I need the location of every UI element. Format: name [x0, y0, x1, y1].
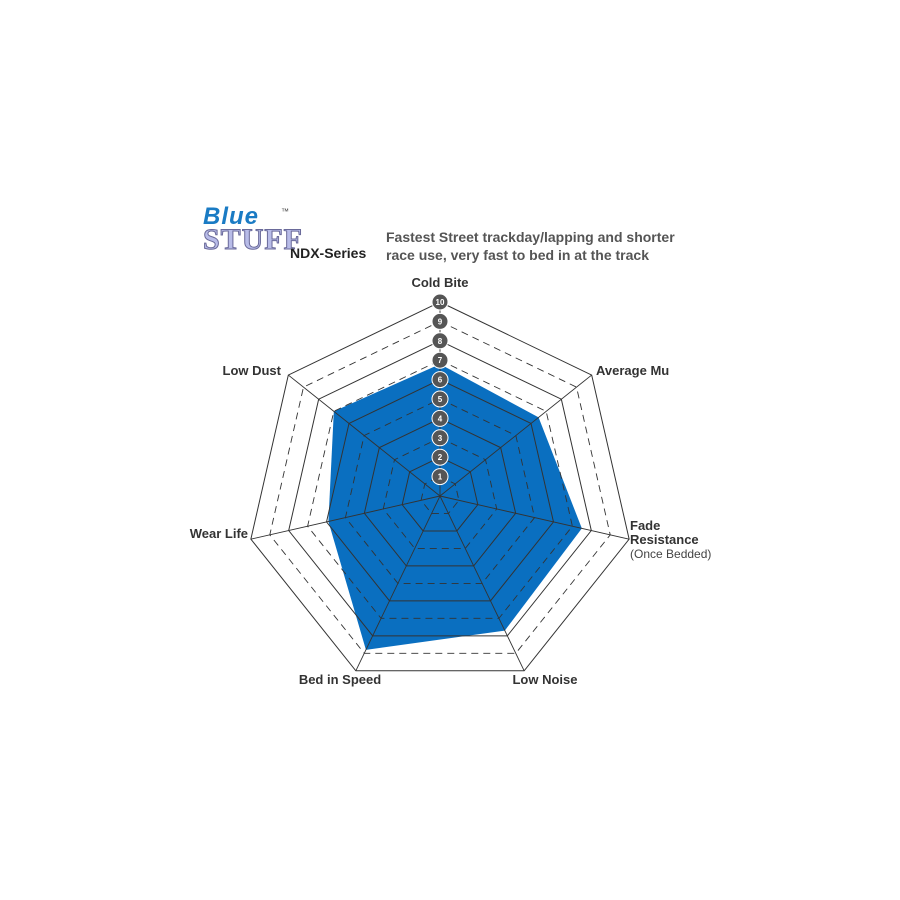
- axis-spoke: [439, 374, 592, 497]
- tick-badge: [431, 390, 449, 408]
- tick-badge: [431, 409, 449, 427]
- axis-label: Low Dust: [223, 363, 282, 378]
- axis-label: Bed in Speed: [299, 672, 381, 687]
- tick-badge: [431, 312, 449, 330]
- tick-label: 4: [438, 414, 443, 423]
- tick-label: 9: [438, 317, 443, 326]
- grid-ring-8: [288, 340, 592, 637]
- description: Fastest Street trackday/lapping and shor…: [386, 229, 675, 263]
- tick-label: 5: [438, 395, 443, 404]
- grid-ring-2: [401, 456, 479, 532]
- tick-badge: [431, 371, 449, 389]
- grid-ring-5: [344, 398, 536, 584]
- axis-spoke: [250, 495, 441, 540]
- blue-stuff-logo: Blue STUFF ™: [202, 203, 304, 257]
- axis-label: Wear Life: [190, 526, 248, 541]
- grid-ring-9: [269, 320, 611, 654]
- tick-badge: [431, 293, 449, 311]
- tick-badge: [431, 351, 449, 369]
- axis-label: Average Mu: [596, 363, 669, 378]
- axis-label: Resistance: [630, 532, 699, 547]
- axis-spoke: [355, 495, 441, 671]
- grid-ring-7: [307, 359, 573, 619]
- series-label: NDX-Series: [290, 245, 367, 261]
- data-area: [328, 364, 582, 650]
- tick-badge: [431, 448, 449, 466]
- tick-badge: [431, 468, 449, 486]
- tick-label: 7: [438, 356, 443, 365]
- grid-ring-3: [382, 437, 498, 549]
- axis-label: Low Noise: [512, 672, 577, 687]
- axis-sublabel: (Once Bedded): [630, 547, 711, 561]
- grid-ring-6: [325, 379, 555, 602]
- tick-label: 2: [438, 453, 443, 462]
- tick-label: 1: [438, 473, 443, 482]
- grid-ring-4: [363, 417, 517, 567]
- axis-spoke: [439, 495, 525, 671]
- grid-ring-1: [420, 476, 460, 514]
- axis-label: Fade: [630, 518, 660, 533]
- axis-spoke: [439, 495, 630, 540]
- axis-label: Cold Bite: [411, 275, 468, 290]
- grid-ring-10: [250, 301, 630, 672]
- tick-label: 10: [436, 298, 445, 307]
- tick-label: 8: [438, 337, 443, 346]
- axis-spoke: [288, 374, 441, 497]
- tick-label: 6: [438, 376, 443, 385]
- tick-badge: [431, 332, 449, 350]
- tick-label: 3: [438, 434, 443, 443]
- tick-badge: [431, 429, 449, 447]
